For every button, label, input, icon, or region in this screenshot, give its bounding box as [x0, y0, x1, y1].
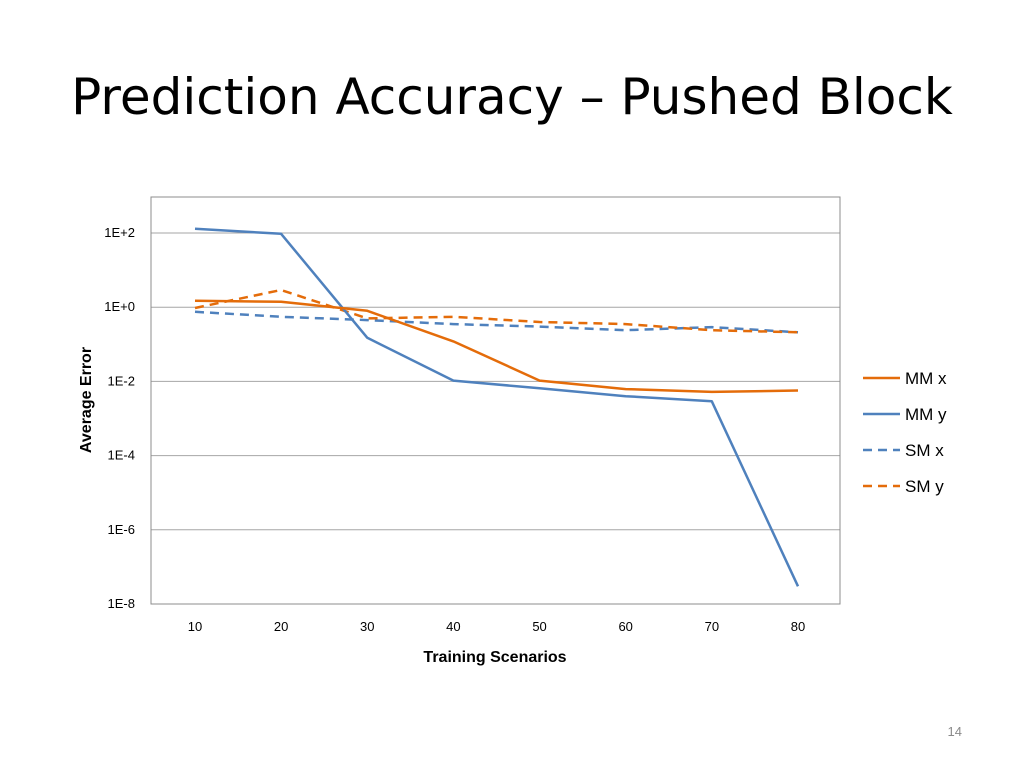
x-axis-title: Training Scenarios [423, 649, 566, 666]
x-tick-labels: 10 20 30 40 50 60 70 80 [188, 619, 805, 634]
x-tick-label: 50 [532, 619, 546, 634]
slide-title: Prediction Accuracy – Pushed Block [71, 68, 953, 126]
x-tick-label: 70 [705, 619, 719, 634]
slide-number: 14 [947, 724, 962, 739]
y-tick-label: 1E-6 [108, 522, 135, 537]
x-tick-label: 60 [618, 619, 632, 634]
x-tick-label: 40 [446, 619, 460, 634]
legend-label: SM y [905, 477, 944, 496]
legend-label: MM x [905, 369, 947, 388]
series-line-sm-y [194, 288, 799, 334]
x-tick-label: 20 [274, 619, 288, 634]
series-lines [194, 227, 800, 587]
x-tick-label: 80 [791, 619, 805, 634]
y-tick-label: 1E-4 [108, 448, 135, 463]
series-line-mm-y [194, 227, 800, 587]
legend: MM x MM y SM x SM y [863, 369, 947, 496]
series-line-sm-x [194, 310, 799, 334]
x-tick-label: 10 [188, 619, 202, 634]
legend-label: MM y [905, 405, 947, 424]
x-tick-label: 30 [360, 619, 374, 634]
series-line-mm-x [194, 299, 799, 394]
y-tick-label: 1E+0 [104, 299, 135, 314]
y-tick-labels: 1E-8 1E-6 1E-4 1E-2 1E+0 1E+2 [104, 225, 135, 611]
y-tick-label: 1E+2 [104, 225, 135, 240]
plot-area-border [150, 196, 841, 605]
legend-label: SM x [905, 441, 944, 460]
y-axis-title: Average Error [78, 347, 95, 453]
gridlines [151, 232, 840, 531]
y-tick-label: 1E-8 [108, 596, 135, 611]
y-tick-label: 1E-2 [108, 373, 135, 388]
